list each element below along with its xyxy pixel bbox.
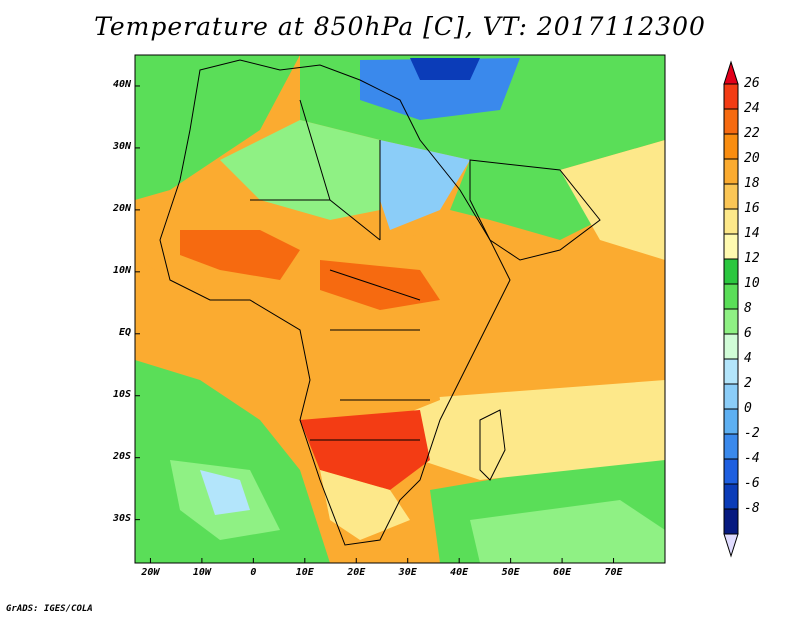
lon-tick-label: 20W bbox=[141, 567, 160, 578]
colorbar-swatch bbox=[723, 258, 739, 285]
west-africa-hot bbox=[180, 230, 300, 280]
colorbar-label: 6 bbox=[744, 326, 752, 341]
south-atlantic-cold bbox=[200, 470, 250, 515]
north-atlantic-field bbox=[135, 55, 300, 200]
central-africa-hot bbox=[320, 260, 440, 310]
colorbar-label: -4 bbox=[744, 451, 760, 466]
lon-tick-label: 40E bbox=[450, 567, 469, 578]
colorbar-label: -2 bbox=[744, 426, 760, 441]
congo-field bbox=[320, 320, 440, 420]
lat-tick-label: 10N bbox=[112, 264, 131, 276]
colorbar-swatch bbox=[723, 433, 739, 460]
colorbar-label: 10 bbox=[744, 276, 760, 291]
colorbar-swatch bbox=[723, 183, 739, 210]
lat-tick-label: EQ bbox=[118, 326, 131, 338]
lon-tick-label: 10W bbox=[192, 567, 211, 578]
colorbar-swatch bbox=[723, 383, 739, 410]
southern-africa-hot bbox=[300, 410, 430, 490]
south-indian-cooler bbox=[470, 500, 665, 563]
mediterranean-cold bbox=[360, 58, 520, 120]
colorbar-max-arrow bbox=[723, 60, 739, 85]
india-field bbox=[560, 140, 665, 260]
lon-tick-label: 60E bbox=[553, 567, 572, 578]
black-sea-cold bbox=[410, 58, 480, 80]
lat-tick-label: 10S bbox=[112, 388, 131, 400]
colorbar-swatch bbox=[723, 358, 739, 385]
lon-tick-label: 30E bbox=[398, 567, 417, 578]
colorbar-label: -8 bbox=[744, 501, 760, 516]
colorbar-swatch bbox=[723, 233, 739, 260]
colorbar-swatch bbox=[723, 158, 739, 185]
colorbar-label: 0 bbox=[744, 401, 752, 416]
colorbar-swatch bbox=[723, 333, 739, 360]
lat-tick-label: 20N bbox=[112, 202, 131, 214]
colorbar-label: 24 bbox=[744, 101, 760, 116]
colorbar-label: 18 bbox=[744, 176, 760, 191]
lon-tick-label: 20E bbox=[347, 567, 366, 578]
egypt-cool bbox=[380, 140, 470, 230]
colorbar-swatch bbox=[723, 483, 739, 510]
colorbar-label: 26 bbox=[744, 76, 760, 91]
colorbar-label: 22 bbox=[744, 126, 760, 141]
colorbar-swatch bbox=[723, 83, 739, 110]
lat-tick-label: 30S bbox=[112, 512, 131, 524]
colorbar-swatch bbox=[723, 308, 739, 335]
lon-tick-label: 50E bbox=[501, 567, 520, 578]
colorbar-swatch bbox=[723, 458, 739, 485]
colorbar-label: 14 bbox=[744, 226, 760, 241]
lat-tick-label: 40N bbox=[112, 78, 131, 90]
colorbar-swatch bbox=[723, 108, 739, 135]
colorbar-label: 12 bbox=[744, 251, 760, 266]
axis-ticks bbox=[135, 85, 615, 563]
colorbar-swatch bbox=[723, 208, 739, 235]
lat-tick-label: 30N bbox=[112, 140, 131, 152]
lon-tick-label: 0 bbox=[250, 567, 257, 578]
colorbar-label: -6 bbox=[744, 476, 760, 491]
map-title: Temperature at 850hPa [C], VT: 201711230… bbox=[94, 12, 706, 41]
map-frame bbox=[134, 54, 666, 564]
colorbar-min-arrow bbox=[723, 533, 739, 558]
colorbar-swatch bbox=[723, 283, 739, 310]
arabia-field bbox=[450, 160, 600, 240]
colorbar-swatch bbox=[723, 133, 739, 160]
sahara-north bbox=[220, 120, 380, 220]
colorbar-swatch bbox=[723, 508, 739, 535]
lat-tick-label: 20S bbox=[112, 450, 131, 462]
colorbar-label: 8 bbox=[744, 301, 752, 316]
colorbar-swatch bbox=[723, 408, 739, 435]
south-africa-mild bbox=[320, 470, 410, 540]
colorbar-label: 16 bbox=[744, 201, 760, 216]
country-boundaries bbox=[159, 59, 601, 546]
lon-tick-label: 10E bbox=[295, 567, 314, 578]
credit-text: GrADS: IGES/COLA bbox=[6, 604, 93, 614]
map-field bbox=[135, 55, 665, 563]
colorbar-label: 20 bbox=[744, 151, 760, 166]
colorbar-label: 4 bbox=[744, 351, 752, 366]
colorbar bbox=[723, 60, 739, 558]
mozambique-warm bbox=[400, 380, 665, 480]
lon-tick-label: 70E bbox=[604, 567, 623, 578]
colorbar-label: 2 bbox=[744, 376, 752, 391]
